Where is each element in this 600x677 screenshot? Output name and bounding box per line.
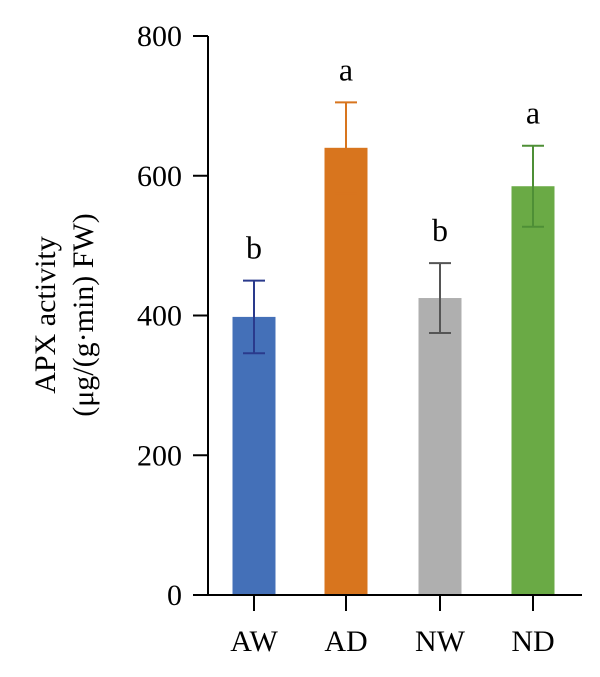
error-bars-layer [243,101,544,355]
y-tick-label-800: 800 [137,20,182,53]
y-axis-label-line-2: (μg/(g·min) FW) [67,213,100,417]
x-tick-label-nw: NW [415,625,466,658]
y-tick-label-400: 400 [137,300,182,333]
labels-layer: 0 200 400 600 800 AW AD NW ND b a b a [137,20,555,658]
bar-aw [232,316,276,595]
error-bar-nd [522,144,544,228]
significance-label-nw: b [432,212,448,248]
x-tick-label-aw: AW [230,625,278,658]
y-axis-label-line-1: APX activity [29,236,62,394]
y-tick-label-0: 0 [167,579,182,612]
x-tick-label-ad: AD [324,625,367,658]
bar-nw [418,298,462,595]
significance-label-nd: a [526,95,540,131]
significance-label-aw: b [246,230,262,266]
x-tick-label-nd: ND [511,625,554,658]
bar-ad [324,147,368,596]
y-axis-title: APX activity (μg/(g·min) FW) [29,213,100,417]
error-bar-nw [429,262,451,334]
significance-label-ad: a [339,51,353,87]
axes-layer [193,35,582,611]
error-bar-aw [243,279,265,355]
bars-layer [232,147,555,596]
error-bar-ad [335,101,357,195]
bar-nd [511,186,555,595]
y-tick-label-600: 600 [137,160,182,193]
y-tick-label-200: 200 [137,439,182,472]
